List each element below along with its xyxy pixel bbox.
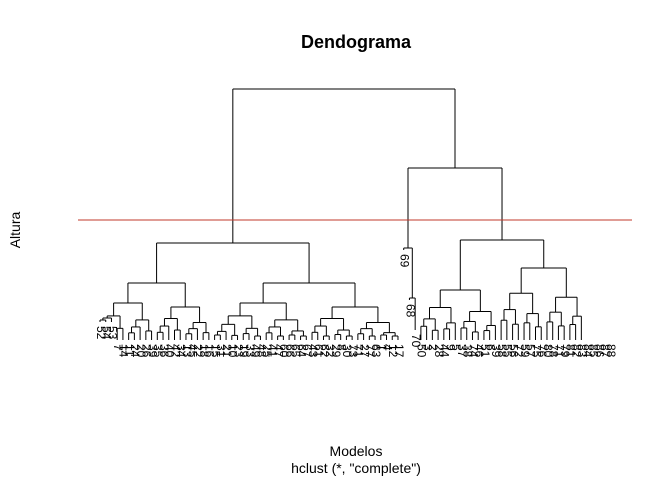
leaf-label: 41 xyxy=(266,344,280,358)
leaf-label: 72 xyxy=(512,344,526,358)
leaf-label: 16 xyxy=(203,344,217,358)
leaf-label: 17 xyxy=(392,344,406,358)
leaf-label: 24 xyxy=(128,344,142,358)
leaf-label: 71 xyxy=(552,344,566,358)
leaf-label: 11 xyxy=(122,344,136,357)
leaf-label: 58 xyxy=(495,344,509,358)
leaf-label: 8 xyxy=(335,344,349,351)
leaf-label: 30 xyxy=(340,344,354,358)
leaf-label: 37 xyxy=(455,344,469,358)
leaf-label: 80 xyxy=(541,344,555,358)
leaf-label: 6 xyxy=(483,344,497,351)
leaf-label: 15 xyxy=(208,344,222,358)
leaf-label: 65 xyxy=(289,344,303,358)
leaf-label: 75 xyxy=(529,344,543,358)
leaf-label: 35 xyxy=(151,344,165,358)
leaf-label: 27 xyxy=(357,344,371,358)
leaf-label: 66 xyxy=(283,344,297,358)
leaf-label: 2 xyxy=(426,344,440,351)
leaf-label: 64 xyxy=(294,344,308,358)
leaf-label: 45 xyxy=(186,344,200,358)
leaf-label: 12 xyxy=(386,344,400,358)
leaf-label: 19 xyxy=(237,344,251,358)
leaf-label: 57 xyxy=(524,344,538,358)
leaf-label: 87 xyxy=(598,344,612,358)
leaf-label: 44 xyxy=(438,344,452,358)
leaf-label: 10 xyxy=(226,344,240,358)
leaf-label: 53 xyxy=(105,326,119,340)
leaf-label: 63 xyxy=(369,344,383,358)
chart-subtitle: hclust (*, "complete") xyxy=(291,460,421,476)
leaf-label: 34 xyxy=(174,344,188,358)
leaf-label: 22 xyxy=(191,344,205,358)
leaf-label: 36 xyxy=(157,344,171,358)
leaf-label: 32 xyxy=(323,344,337,358)
leaf-label: 52 xyxy=(94,326,108,340)
leaf-label: 38 xyxy=(461,344,475,358)
leaf-label: 13 xyxy=(180,344,194,358)
leaf-label: 84 xyxy=(581,344,595,358)
leaf-label: 81 xyxy=(564,344,578,358)
leaf-label: 39 xyxy=(145,344,159,358)
leaf-label: 7 xyxy=(111,344,125,351)
leaf-label: 85 xyxy=(587,344,601,358)
leaf-label: 83 xyxy=(575,344,589,358)
leaf-label: 70 xyxy=(409,334,423,348)
y-axis-label: Altura xyxy=(7,212,23,249)
leaf-label: 33 xyxy=(243,344,257,358)
leaf-label: 31 xyxy=(214,344,228,358)
leaf-label: 25 xyxy=(260,344,274,358)
leaf-label: 67 xyxy=(300,344,314,358)
leaf-label: 50 xyxy=(415,344,429,358)
leaf-label: 51 xyxy=(478,344,492,358)
leaf-label: 23 xyxy=(231,344,245,358)
leaf-label: 21 xyxy=(220,344,234,358)
leaf-label: 55 xyxy=(501,344,515,358)
leaf-label: 9 xyxy=(443,344,457,351)
leaf-label: 71 xyxy=(352,344,366,358)
leaf-label: 3 xyxy=(420,344,434,351)
leaf-label: 73 xyxy=(346,344,360,358)
leaf-label: 4 xyxy=(380,344,394,351)
leaf-label: 76 xyxy=(535,344,549,358)
leaf-label: 79 xyxy=(558,344,572,358)
leaf-label: 48 xyxy=(254,344,268,358)
leaf-label: 61 xyxy=(312,344,326,358)
leaf-label: 77 xyxy=(363,344,377,358)
leaf-label: 82 xyxy=(569,344,583,358)
leaf-label: 29 xyxy=(329,344,343,358)
leaf-label: 60 xyxy=(277,344,291,358)
leaf-label: 88 xyxy=(604,344,618,358)
leaf-label: 5 xyxy=(449,344,463,351)
leaf-label: 20 xyxy=(134,344,148,358)
leaf-label: 46 xyxy=(472,344,486,358)
leaf-label: 39 xyxy=(489,344,503,358)
leaf-label: 68 xyxy=(403,304,417,318)
leaf-label: 40 xyxy=(163,344,177,358)
leaf-labels: 5254537141124202639353640423413452218161… xyxy=(94,254,618,358)
leaf-label: 74 xyxy=(466,344,480,358)
leaf-label: 86 xyxy=(592,344,606,358)
x-axis-label: Modelos xyxy=(330,443,383,459)
leaf-label: 18 xyxy=(197,344,211,358)
dendrogram-tree xyxy=(99,88,582,340)
leaf-label: 47 xyxy=(271,344,285,358)
leaf-label: 69 xyxy=(398,254,412,268)
leaf-label: 49 xyxy=(249,344,263,358)
leaf-label: 42 xyxy=(168,344,182,358)
chart-title: Dendograma xyxy=(301,32,412,52)
leaf-label: 62 xyxy=(317,344,331,358)
leaf-label: 1 xyxy=(375,344,389,351)
leaf-label: 43 xyxy=(306,344,320,358)
leaf-label: 59 xyxy=(518,344,532,358)
leaf-label: 54 xyxy=(100,326,114,340)
leaf-label: 26 xyxy=(140,344,154,358)
leaf-label: 14 xyxy=(117,344,131,358)
leaf-label: 56 xyxy=(506,344,520,358)
leaf-label: 28 xyxy=(432,344,446,358)
leaf-label: 78 xyxy=(547,344,561,358)
